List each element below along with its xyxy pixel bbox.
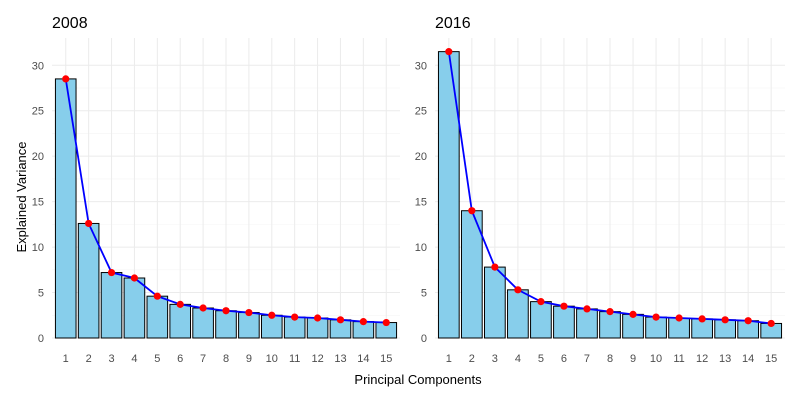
bar-pc-4 <box>507 289 529 339</box>
x-tick-label: 8 <box>223 353 229 365</box>
x-axis-title: Principal Components <box>354 372 482 387</box>
bar-pc-8 <box>599 311 621 339</box>
bar-pc-1 <box>437 51 460 339</box>
y-tick-label: 25 <box>32 106 44 118</box>
x-tick-label: 15 <box>380 353 392 365</box>
point-pc-7 <box>583 305 591 313</box>
y-tick-label: 0 <box>38 333 44 345</box>
x-tick-label: 15 <box>765 353 777 365</box>
y-tick-label: 0 <box>421 333 427 345</box>
bar-pc-8 <box>215 310 237 339</box>
y-tick-label: 5 <box>421 288 427 300</box>
x-tick-label: 13 <box>334 353 346 365</box>
x-tick-label: 12 <box>696 353 708 365</box>
point-pc-10 <box>268 311 276 319</box>
point-pc-8 <box>222 307 230 315</box>
x-tick-label: 1 <box>446 353 452 365</box>
bar-pc-7 <box>192 307 214 339</box>
panel-title: 2016 <box>435 15 471 32</box>
y-tick-label: 10 <box>415 242 427 254</box>
x-tick-label: 13 <box>719 353 731 365</box>
x-tick-label: 14 <box>357 353 369 365</box>
bar-pc-6 <box>169 303 192 339</box>
bar-pc-3 <box>484 266 506 339</box>
point-pc-5 <box>153 292 161 300</box>
x-tick-label: 6 <box>561 353 567 365</box>
x-tick-label: 4 <box>131 353 137 365</box>
point-pc-2 <box>85 219 93 228</box>
x-tick-label: 1 <box>63 353 69 365</box>
point-pc-11 <box>291 313 299 321</box>
point-pc-12 <box>313 314 322 322</box>
point-pc-9 <box>629 310 637 318</box>
y-tick-label: 30 <box>415 60 427 72</box>
point-pc-3 <box>491 263 499 271</box>
bar-pc-5 <box>530 301 552 339</box>
point-pc-15 <box>382 318 390 327</box>
y-axis-title: Explained Variance <box>14 141 29 252</box>
point-pc-8 <box>606 308 614 316</box>
x-tick-label: 4 <box>515 353 521 365</box>
y-tick-label: 10 <box>32 242 44 254</box>
x-tick-label: 3 <box>108 353 114 365</box>
bar-pc-4 <box>123 277 146 339</box>
point-pc-10 <box>652 313 660 321</box>
x-tick-label: 11 <box>289 353 300 365</box>
x-tick-label: 14 <box>742 353 754 365</box>
x-tick-label: 7 <box>584 353 590 365</box>
point-pc-11 <box>675 314 683 322</box>
point-pc-4 <box>130 274 139 282</box>
y-tick-label: 15 <box>415 197 427 209</box>
y-tick-label: 20 <box>415 151 427 163</box>
point-pc-13 <box>336 316 345 324</box>
x-tick-label: 3 <box>492 353 498 365</box>
point-pc-12 <box>698 315 706 323</box>
bar-pc-9 <box>238 312 260 339</box>
x-tick-label: 9 <box>630 353 636 365</box>
x-tick-label: 2 <box>86 353 92 365</box>
x-tick-label: 5 <box>538 353 544 365</box>
x-tick-label: 12 <box>311 353 323 365</box>
point-pc-2 <box>468 207 476 215</box>
x-tick-label: 10 <box>266 353 278 365</box>
x-tick-label: 7 <box>200 353 206 365</box>
x-tick-label: 2 <box>469 353 475 365</box>
x-tick-label: 6 <box>177 353 183 365</box>
point-pc-7 <box>199 304 207 312</box>
point-pc-5 <box>537 298 545 306</box>
point-pc-15 <box>767 319 775 328</box>
point-pc-14 <box>744 317 752 325</box>
x-tick-label: 8 <box>607 353 613 365</box>
y-tick-label: 15 <box>32 197 44 209</box>
y-tick-label: 25 <box>415 106 427 118</box>
x-tick-label: 11 <box>673 353 684 365</box>
bar-pc-7 <box>576 308 598 339</box>
point-pc-4 <box>514 286 522 294</box>
y-tick-label: 5 <box>38 288 44 300</box>
x-tick-label: 10 <box>650 353 662 365</box>
point-pc-6 <box>176 300 184 308</box>
bar-pc-3 <box>100 272 123 339</box>
point-pc-14 <box>359 318 367 326</box>
x-tick-label: 5 <box>154 353 160 365</box>
point-pc-9 <box>245 308 253 317</box>
bar-pc-5 <box>146 295 169 339</box>
point-pc-3 <box>107 268 116 277</box>
panel-title: 2008 <box>52 15 88 32</box>
point-pc-13 <box>721 316 729 324</box>
point-pc-1 <box>62 75 70 83</box>
point-pc-6 <box>560 302 568 310</box>
y-tick-label: 30 <box>32 60 44 72</box>
bar-pc-6 <box>553 305 575 339</box>
bar-pc-1 <box>54 78 77 339</box>
x-tick-label: 9 <box>246 353 252 365</box>
y-tick-label: 20 <box>32 151 44 163</box>
point-pc-1 <box>445 48 453 56</box>
